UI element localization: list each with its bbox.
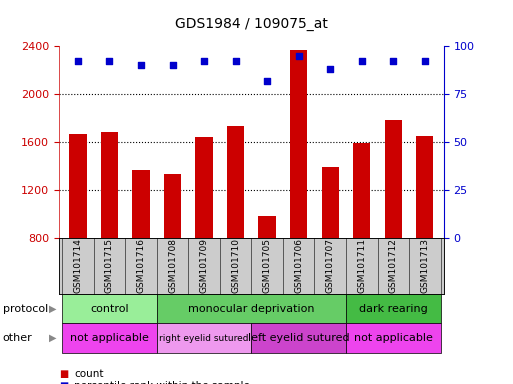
Text: ▶: ▶ [49, 303, 56, 314]
Bar [322, 167, 339, 238]
Text: GSM101713: GSM101713 [420, 238, 429, 293]
Text: GSM101715: GSM101715 [105, 238, 114, 293]
Text: monocular deprivation: monocular deprivation [188, 303, 314, 314]
Text: GSM101714: GSM101714 [73, 238, 83, 293]
Point [389, 58, 398, 65]
Text: control: control [90, 303, 129, 314]
Bar [290, 50, 307, 238]
Text: protocol: protocol [3, 303, 48, 314]
Point [326, 66, 334, 72]
Text: right eyelid sutured: right eyelid sutured [160, 334, 249, 343]
Text: GSM101711: GSM101711 [357, 238, 366, 293]
Point [231, 58, 240, 65]
Text: not applicable: not applicable [354, 333, 433, 343]
Text: percentile rank within the sample: percentile rank within the sample [74, 381, 250, 384]
Text: left eyelid sutured: left eyelid sutured [248, 333, 349, 343]
Text: GSM101710: GSM101710 [231, 238, 240, 293]
Text: GSM101712: GSM101712 [389, 238, 398, 293]
Text: GSM101709: GSM101709 [200, 238, 209, 293]
Bar [416, 136, 433, 238]
Point [358, 58, 366, 65]
Point [263, 78, 271, 84]
Text: ■: ■ [59, 381, 68, 384]
Text: count: count [74, 369, 104, 379]
Point [294, 53, 303, 59]
Point [200, 58, 208, 65]
Bar [259, 217, 276, 238]
Text: GSM101707: GSM101707 [326, 238, 334, 293]
Text: GDS1984 / 109075_at: GDS1984 / 109075_at [175, 17, 328, 31]
Text: GSM101705: GSM101705 [263, 238, 272, 293]
Text: GSM101708: GSM101708 [168, 238, 177, 293]
Text: other: other [3, 333, 32, 343]
Bar [132, 170, 150, 238]
Point [137, 62, 145, 68]
Point [74, 58, 82, 65]
Bar [101, 132, 118, 238]
Bar [385, 121, 402, 238]
Bar [164, 174, 181, 238]
Bar [69, 134, 87, 238]
Point [105, 58, 113, 65]
Text: GSM101716: GSM101716 [136, 238, 146, 293]
Text: not applicable: not applicable [70, 333, 149, 343]
Text: GSM101706: GSM101706 [294, 238, 303, 293]
Text: dark rearing: dark rearing [359, 303, 428, 314]
Bar [195, 137, 213, 238]
Text: ■: ■ [59, 369, 68, 379]
Point [168, 62, 176, 68]
Bar [227, 126, 244, 238]
Text: ▶: ▶ [49, 333, 56, 343]
Point [421, 58, 429, 65]
Bar [353, 143, 370, 238]
